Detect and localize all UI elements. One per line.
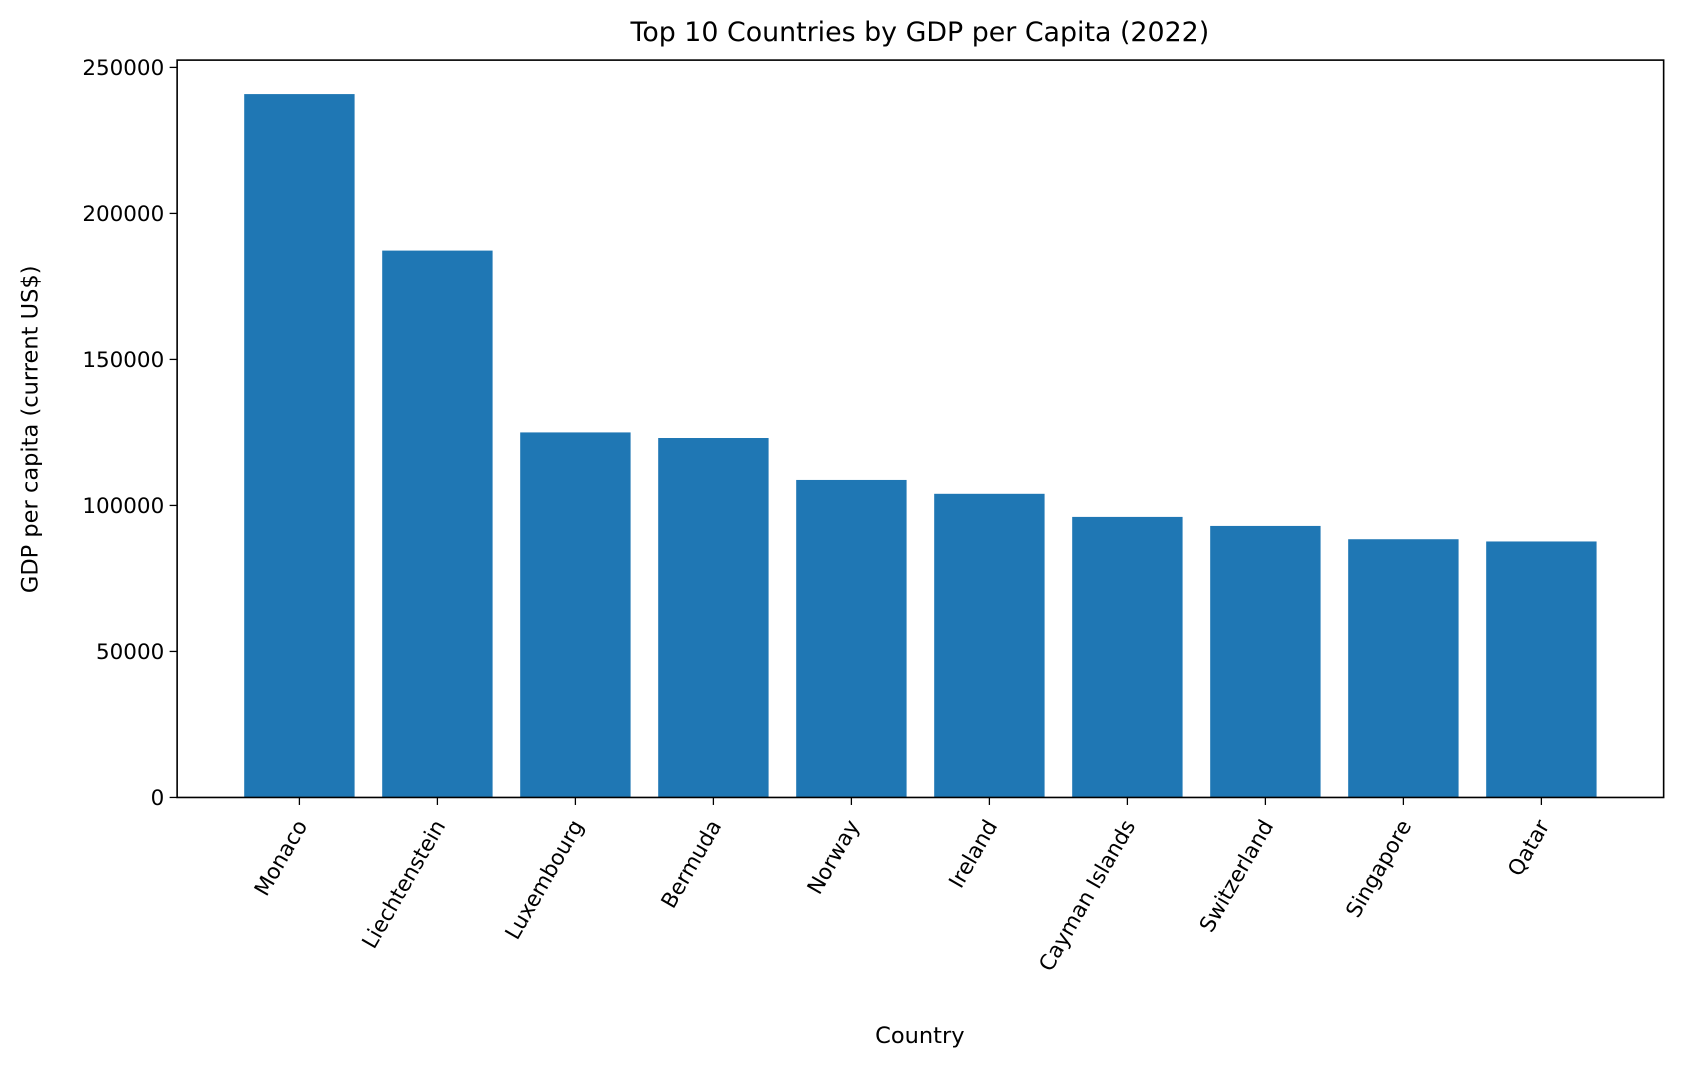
bar-ireland xyxy=(934,493,1045,798)
y-tick-label: 100000 xyxy=(82,494,164,519)
y-tick-label: 0 xyxy=(151,786,165,811)
y-tick-label: 150000 xyxy=(82,348,164,373)
bar-singapore xyxy=(1348,539,1459,798)
y-tick-label: 250000 xyxy=(82,56,164,81)
bar-cayman-islands xyxy=(1072,516,1183,798)
x-tick-label: Monaco xyxy=(250,816,313,901)
bar-norway xyxy=(796,479,907,798)
bar-monaco xyxy=(244,94,355,798)
bar-luxembourg xyxy=(520,432,631,798)
x-axis-label: Country xyxy=(875,1023,964,1049)
x-tick-label: Bermuda xyxy=(657,816,727,913)
y-tick-label: 200000 xyxy=(82,202,164,227)
x-tick-label: Cayman Islands xyxy=(1034,816,1141,976)
y-axis-label: GDP per capita (current US$) xyxy=(18,265,44,593)
x-tick-label: Singapore xyxy=(1341,816,1417,922)
x-tick-label: Liechtenstein xyxy=(357,816,451,953)
x-tick-label: Luxembourg xyxy=(501,816,590,944)
bar-qatar xyxy=(1486,541,1597,798)
plot-frame xyxy=(176,59,1665,799)
x-tick-label: Ireland xyxy=(944,816,1003,893)
chart-title: Top 10 Countries by GDP per Capita (2022… xyxy=(630,17,1210,48)
x-tick-label: Norway xyxy=(803,816,865,899)
bar-bermuda xyxy=(658,438,769,798)
x-tick-label: Qatar xyxy=(1503,816,1555,881)
y-tick-label: 50000 xyxy=(96,640,164,665)
bar-liechtenstein xyxy=(382,250,493,798)
bar-switzerland xyxy=(1210,525,1321,798)
x-tick-label: Switzerland xyxy=(1195,816,1279,937)
